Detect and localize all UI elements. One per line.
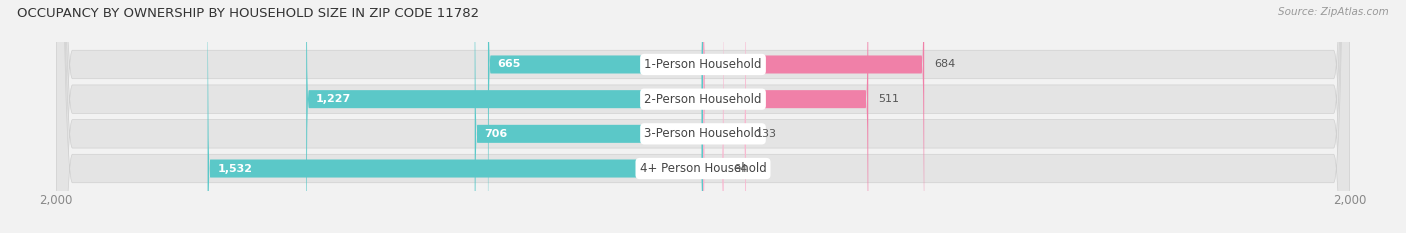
Text: 3-Person Household: 3-Person Household [644, 127, 762, 140]
FancyBboxPatch shape [703, 0, 724, 233]
Text: 684: 684 [934, 59, 955, 69]
Text: 1,227: 1,227 [316, 94, 352, 104]
Text: 2-Person Household: 2-Person Household [644, 93, 762, 106]
FancyBboxPatch shape [703, 0, 924, 233]
Text: 706: 706 [485, 129, 508, 139]
Text: 1,532: 1,532 [218, 164, 252, 174]
FancyBboxPatch shape [703, 0, 747, 233]
FancyBboxPatch shape [56, 0, 1350, 233]
FancyBboxPatch shape [208, 0, 703, 233]
FancyBboxPatch shape [56, 0, 1350, 233]
FancyBboxPatch shape [56, 0, 1350, 233]
Text: Source: ZipAtlas.com: Source: ZipAtlas.com [1278, 7, 1389, 17]
Text: 665: 665 [498, 59, 522, 69]
Text: 1-Person Household: 1-Person Household [644, 58, 762, 71]
FancyBboxPatch shape [488, 0, 703, 233]
FancyBboxPatch shape [703, 0, 869, 233]
Text: 64: 64 [734, 164, 748, 174]
Text: OCCUPANCY BY OWNERSHIP BY HOUSEHOLD SIZE IN ZIP CODE 11782: OCCUPANCY BY OWNERSHIP BY HOUSEHOLD SIZE… [17, 7, 479, 20]
Text: 511: 511 [877, 94, 898, 104]
FancyBboxPatch shape [307, 0, 703, 233]
Text: 4+ Person Household: 4+ Person Household [640, 162, 766, 175]
FancyBboxPatch shape [56, 0, 1350, 233]
Text: 133: 133 [755, 129, 776, 139]
FancyBboxPatch shape [475, 0, 703, 233]
